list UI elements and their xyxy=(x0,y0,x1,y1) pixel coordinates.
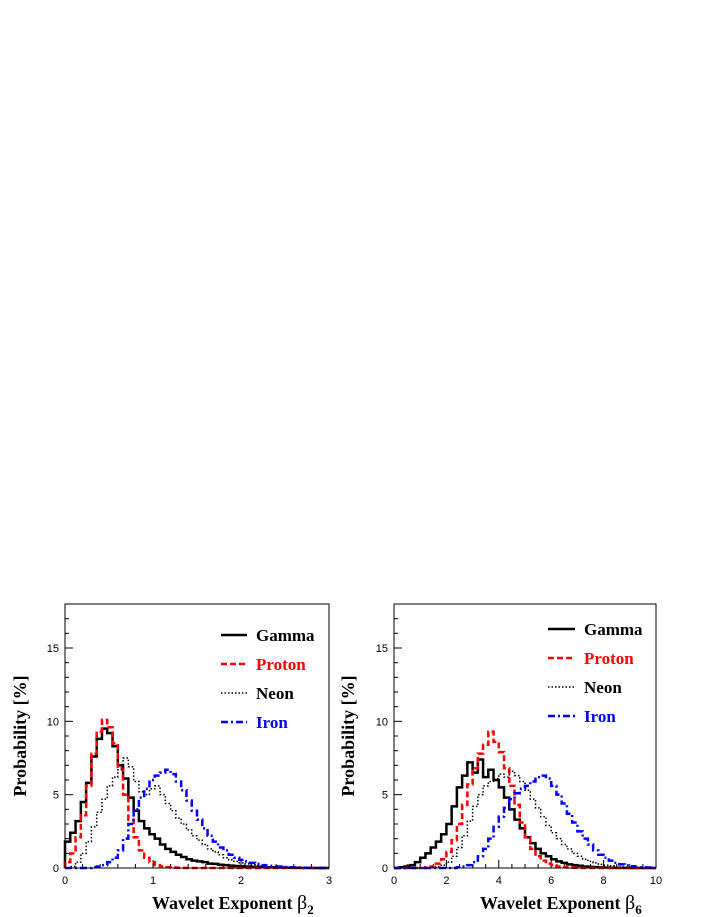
series-neon-histogram xyxy=(65,757,329,869)
x-tick-label: 3 xyxy=(326,875,332,887)
y-tick-label: 10 xyxy=(47,716,59,728)
x-tick-label: 1 xyxy=(150,875,156,887)
x-tick-label: 2 xyxy=(443,875,449,887)
x-axis-title-symbol: β xyxy=(297,892,307,914)
plot-frame xyxy=(393,603,657,869)
x-tick-label: 6 xyxy=(548,875,554,887)
y-axis-title: Probability [%] xyxy=(10,675,30,796)
x-axis-title-text: Wavelet Exponent xyxy=(480,893,625,913)
series-iron-histogram xyxy=(65,768,329,870)
y-tick-label: 5 xyxy=(53,790,59,802)
y-tick-label: 15 xyxy=(376,643,388,655)
x-axis-title-symbol: β xyxy=(625,892,635,914)
series-iron-histogram xyxy=(394,774,656,870)
x-tick-label: 0 xyxy=(391,875,397,887)
legend-label-neon: Neon xyxy=(584,678,622,697)
series-proton-histogram xyxy=(63,718,329,870)
legend: Gamma Proton Neon Iron xyxy=(548,620,643,726)
legend-label-proton: Proton xyxy=(256,655,306,674)
x-tick-label: 2 xyxy=(238,875,244,887)
chart-panel-2: 0 2 4 6 8 10 0 5 10 15 Gamma Proton Neon Iron Probabil… xyxy=(338,603,662,917)
x-axis-title-subscript: 2 xyxy=(307,902,314,917)
y-tick-label: 0 xyxy=(382,863,388,875)
legend: Gamma Proton Neon Iron xyxy=(221,626,315,732)
y-tick-label: 0 xyxy=(53,863,59,875)
legend-label-proton: Proton xyxy=(584,649,634,668)
series-neon-histogram xyxy=(394,770,656,869)
x-axis-title-text: Wavelet Exponent xyxy=(152,893,297,913)
plot-frame xyxy=(64,603,330,869)
x-axis-title: Wavelet Exponent β2 xyxy=(152,892,314,917)
legend-label-iron: Iron xyxy=(256,713,288,732)
x-tick-label: 8 xyxy=(601,875,607,887)
legend-label-gamma: Gamma xyxy=(256,626,315,645)
series-gamma-histogram xyxy=(394,758,656,870)
x-tick-label: 4 xyxy=(496,875,502,887)
y-tick-label: 15 xyxy=(47,643,59,655)
y-axis-title: Probability [%] xyxy=(338,675,358,796)
x-tick-label: 10 xyxy=(650,875,662,887)
chart-panel-1: 0 1 2 3 0 5 10 15 Gamma Proton Neon Iron Probability… xyxy=(10,603,332,917)
x-axis-title: Wavelet Exponent β6 xyxy=(480,892,642,917)
y-tick-label: 5 xyxy=(382,790,388,802)
legend-label-iron: Iron xyxy=(584,707,616,726)
y-tick-label: 10 xyxy=(376,716,388,728)
legend-label-neon: Neon xyxy=(256,684,294,703)
legend-label-gamma: Gamma xyxy=(584,620,643,639)
x-tick-label: 0 xyxy=(62,875,68,887)
x-axis-title-subscript: 6 xyxy=(635,902,642,917)
